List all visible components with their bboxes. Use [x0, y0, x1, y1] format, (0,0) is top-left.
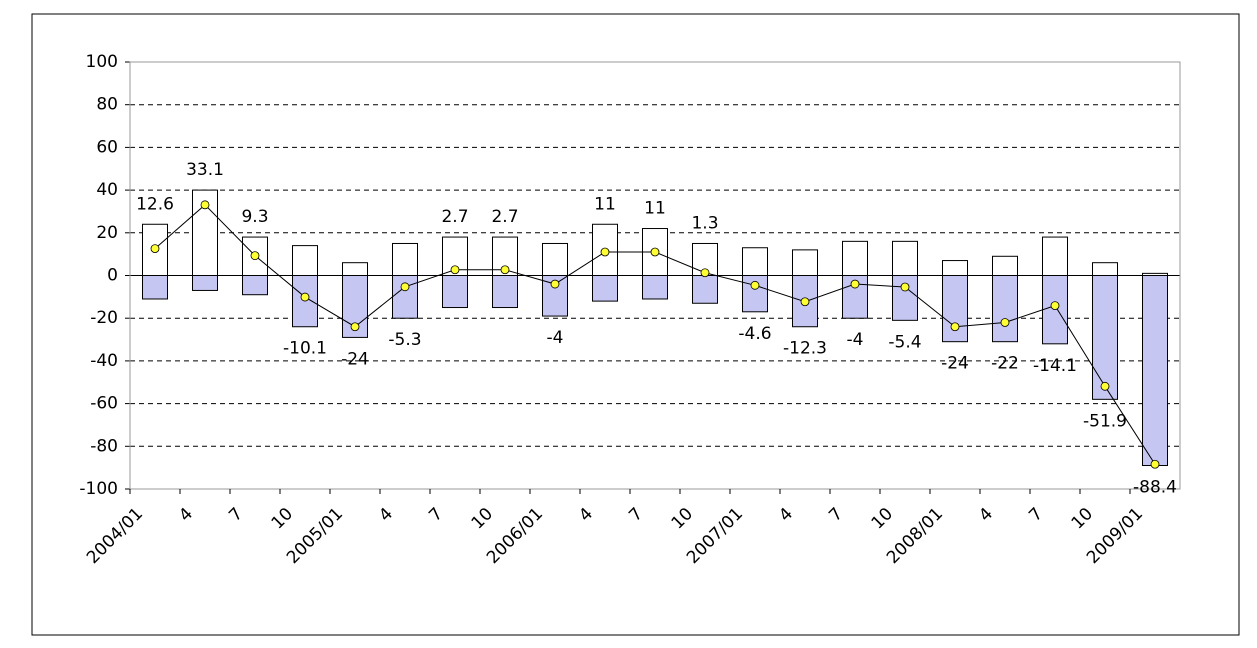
y-tick-label: 0 [107, 266, 118, 286]
value-label: -5.4 [888, 332, 921, 352]
point [500, 265, 510, 275]
bar [792, 249, 818, 277]
y-tick-label: -100 [79, 479, 118, 499]
bar [1092, 275, 1118, 400]
bar [942, 275, 968, 343]
value-label: -4 [547, 328, 564, 348]
value-label: -4 [847, 330, 864, 350]
y-tick-label: 20 [96, 223, 118, 243]
bar [492, 275, 518, 309]
point [700, 268, 710, 278]
y-tick-label: 40 [96, 180, 118, 200]
bar [642, 275, 668, 300]
y-tick-label: -60 [90, 394, 118, 414]
bar [892, 275, 918, 321]
point [200, 200, 210, 210]
bar [1142, 275, 1168, 467]
value-label: 9.3 [241, 207, 268, 227]
point [450, 265, 460, 275]
y-tick-label: -20 [90, 308, 118, 328]
bar [742, 247, 768, 276]
value-label: -14.1 [1033, 356, 1077, 376]
bar [192, 275, 218, 291]
point [900, 282, 910, 292]
value-label: 2.7 [441, 207, 468, 227]
value-label: -5.3 [388, 330, 421, 350]
value-label: -4.6 [738, 324, 771, 344]
point [400, 282, 410, 292]
bar [692, 275, 718, 304]
bar [542, 242, 568, 277]
point [300, 292, 310, 302]
y-tick-label: 100 [86, 52, 118, 72]
value-label: 1.3 [691, 213, 718, 233]
value-label: 33.1 [186, 160, 224, 180]
chart-frame [31, 13, 1240, 636]
bar [392, 242, 418, 277]
bar [892, 240, 918, 276]
bar [992, 275, 1018, 343]
bar [242, 275, 268, 296]
bar [292, 245, 318, 276]
bar [342, 262, 368, 277]
value-label: -88.4 [1133, 478, 1177, 498]
point [1050, 301, 1060, 311]
plot-area [129, 61, 1181, 490]
y-tick-label: 60 [96, 137, 118, 157]
point [950, 322, 960, 332]
bar [592, 275, 618, 302]
bar [142, 275, 168, 300]
bar [392, 275, 418, 319]
point [1150, 459, 1160, 469]
point [150, 244, 160, 253]
point [350, 322, 360, 332]
bar [842, 240, 868, 276]
bar [1042, 236, 1068, 277]
bar [1092, 262, 1118, 277]
value-label: 2.7 [491, 207, 518, 227]
value-label: 12.6 [136, 194, 174, 214]
point [750, 280, 760, 290]
point [550, 279, 560, 289]
value-label: -12.3 [783, 339, 827, 359]
value-label: -24 [941, 354, 969, 374]
point [650, 247, 660, 257]
point [250, 251, 260, 261]
value-label: 11 [594, 194, 616, 214]
point [850, 279, 860, 289]
bar [442, 275, 468, 309]
value-label: -22 [991, 354, 1019, 374]
value-label: -10.1 [283, 339, 327, 359]
value-label: -51.9 [1083, 411, 1127, 431]
bar [992, 255, 1018, 277]
y-tick-label: -80 [90, 436, 118, 456]
bar [592, 223, 618, 276]
point [1100, 381, 1110, 391]
point [1000, 318, 1010, 327]
y-tick-label: 80 [96, 95, 118, 115]
bar [1042, 275, 1068, 345]
bar [942, 260, 968, 276]
value-label: 11 [644, 199, 666, 219]
value-label: -24 [341, 349, 369, 369]
point [600, 247, 610, 257]
point [800, 297, 810, 307]
y-tick-label: -40 [90, 351, 118, 371]
